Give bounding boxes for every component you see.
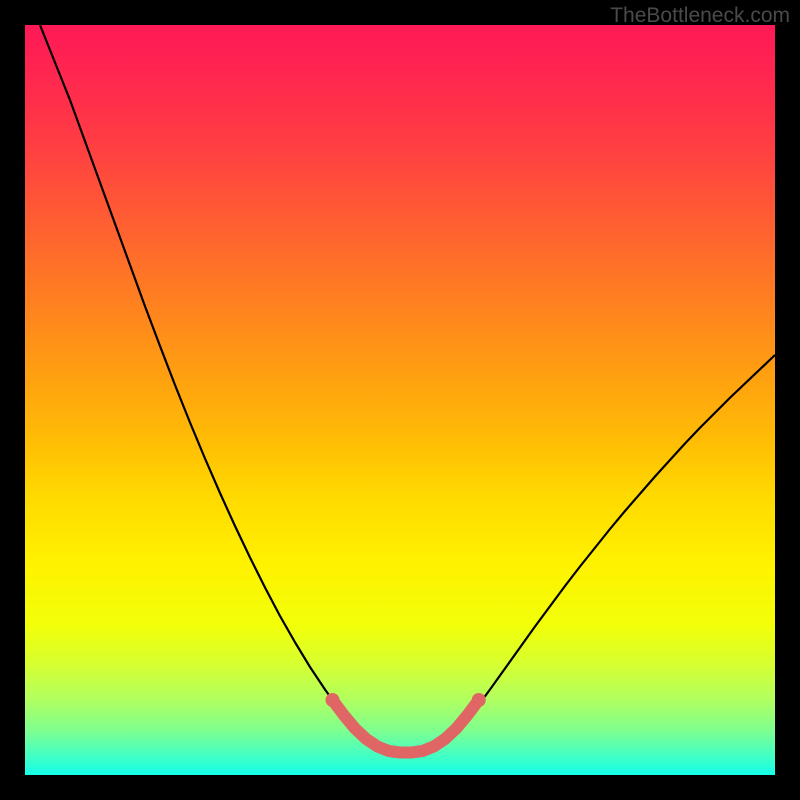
plot-area xyxy=(25,25,775,775)
bottom-marker-dot-left xyxy=(326,693,340,707)
bottom-marker-dot-right xyxy=(472,693,486,707)
bottleneck-curve-chart xyxy=(25,25,775,775)
gradient-background xyxy=(25,25,775,775)
chart-frame: TheBottleneck.com xyxy=(0,0,800,800)
watermark-text: TheBottleneck.com xyxy=(610,4,790,28)
